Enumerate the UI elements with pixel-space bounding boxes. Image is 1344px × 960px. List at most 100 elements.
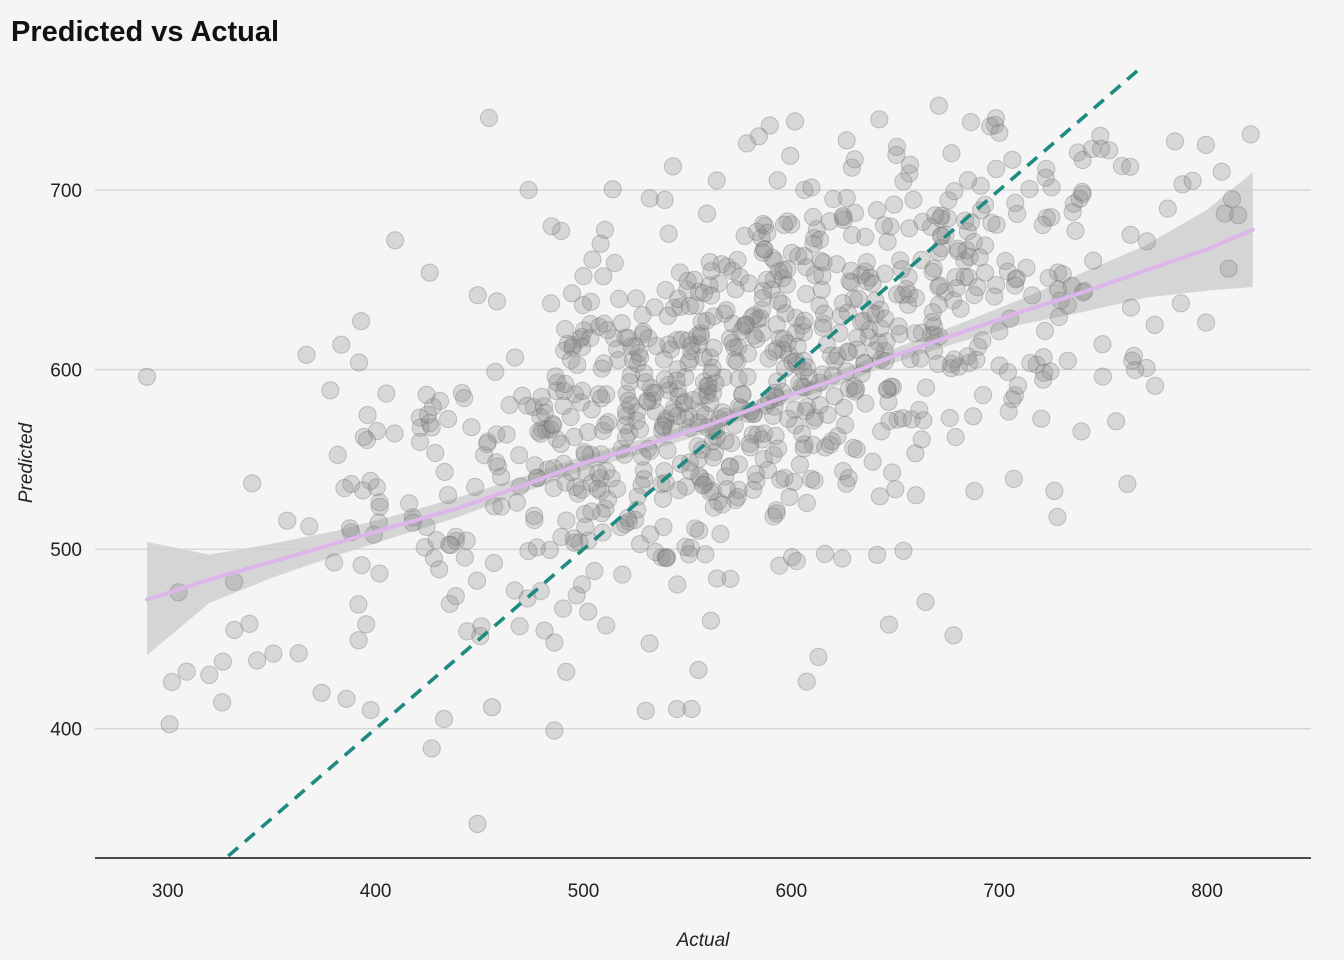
data-point <box>856 262 875 281</box>
x-axis-title: Actual <box>676 930 731 951</box>
data-point <box>794 323 814 342</box>
data-point <box>1073 150 1092 170</box>
data-point <box>667 371 686 390</box>
data-point <box>786 308 805 328</box>
data-point <box>702 363 721 382</box>
data-point <box>488 457 508 476</box>
data-point <box>923 303 942 322</box>
data-point <box>636 701 655 720</box>
data-point <box>738 367 757 386</box>
data-point <box>863 452 882 471</box>
data-point <box>786 323 806 343</box>
data-point <box>417 385 436 404</box>
data-point <box>799 368 819 387</box>
data-point <box>986 116 1005 135</box>
data-point <box>769 262 789 281</box>
data-point <box>856 227 875 246</box>
data-point <box>747 222 767 241</box>
data-point <box>786 416 805 435</box>
data-point <box>689 450 708 469</box>
data-point <box>572 327 592 347</box>
data-point <box>837 474 856 493</box>
data-point <box>769 291 788 310</box>
data-point <box>836 415 855 434</box>
data-point <box>1173 175 1192 194</box>
data-point <box>981 117 1000 136</box>
data-point <box>780 345 799 365</box>
data-point <box>906 486 926 505</box>
data-point <box>967 350 986 369</box>
data-point <box>349 631 368 650</box>
data-point <box>435 462 454 481</box>
data-point <box>936 282 955 301</box>
data-point <box>812 280 831 299</box>
reference-line-layer <box>223 68 1144 858</box>
data-point <box>701 611 721 630</box>
data-point <box>700 253 719 272</box>
data-point <box>609 351 628 370</box>
data-point <box>357 430 377 450</box>
data-point <box>947 279 966 298</box>
data-point <box>653 416 673 435</box>
data-point <box>797 493 817 513</box>
data-point <box>859 328 879 347</box>
data-point <box>541 294 561 313</box>
data-point <box>446 527 465 546</box>
data-point <box>386 231 405 250</box>
data-point <box>529 422 548 441</box>
data-point <box>1048 263 1068 282</box>
data-point <box>737 315 756 334</box>
data-point <box>834 462 853 481</box>
data-point <box>335 479 354 498</box>
data-point <box>1212 162 1231 181</box>
data-point <box>714 368 733 387</box>
data-point <box>370 493 389 512</box>
data-point <box>596 415 615 434</box>
data-point <box>774 215 794 234</box>
data-point <box>893 409 913 428</box>
data-point <box>702 286 721 305</box>
data-point <box>723 333 742 352</box>
data-point <box>1123 351 1142 370</box>
data-point <box>177 662 196 681</box>
data-point <box>535 403 554 422</box>
data-point <box>709 274 728 293</box>
data-point <box>492 467 511 486</box>
data-point <box>545 633 564 652</box>
data-point <box>813 318 832 337</box>
data-point <box>845 150 864 169</box>
data-point <box>430 560 449 579</box>
data-point <box>975 195 995 214</box>
data-point <box>579 423 598 442</box>
x-tick-label-600: 600 <box>775 881 807 902</box>
data-point <box>876 309 895 328</box>
x-tick-label-800: 800 <box>1191 881 1223 902</box>
data-point <box>1073 182 1092 202</box>
data-point <box>825 351 845 370</box>
data-point <box>532 387 551 406</box>
data-point <box>641 378 661 397</box>
data-point <box>691 387 710 406</box>
data-point <box>589 385 609 404</box>
data-point <box>782 548 802 567</box>
data-point <box>663 403 682 423</box>
data-point <box>685 270 704 289</box>
data-point <box>1073 185 1092 204</box>
data-point <box>804 207 823 227</box>
data-point <box>213 652 232 671</box>
data-point <box>677 477 696 496</box>
data-point <box>753 282 773 301</box>
data-point <box>367 422 387 441</box>
data-point <box>861 268 880 287</box>
data-point <box>594 314 614 333</box>
data-point <box>955 267 974 287</box>
data-point <box>505 348 525 367</box>
data-point <box>869 333 888 352</box>
data-point <box>894 541 913 560</box>
data-point <box>635 364 654 383</box>
data-point <box>602 469 621 488</box>
data-point <box>645 298 664 317</box>
data-point <box>951 299 970 318</box>
data-point <box>814 253 833 272</box>
